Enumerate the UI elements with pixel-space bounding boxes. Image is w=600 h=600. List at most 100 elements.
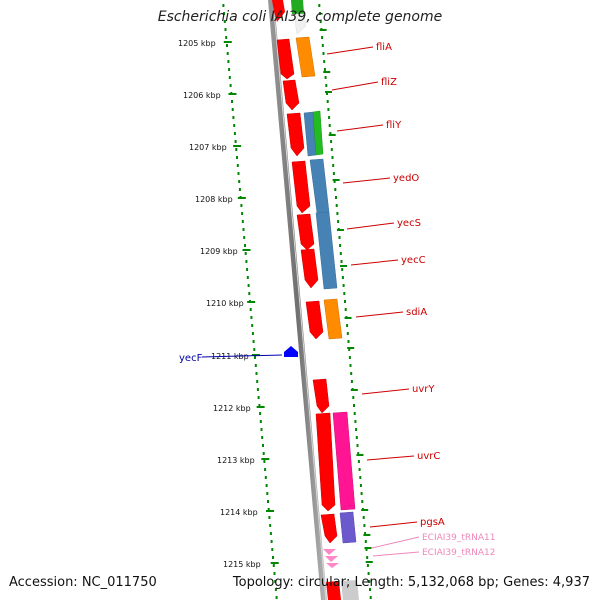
cog-block-sdiA bbox=[323, 298, 343, 340]
track-dot bbox=[336, 212, 339, 215]
track-dot bbox=[262, 444, 264, 447]
gene-callout-line bbox=[346, 222, 395, 230]
track-dot bbox=[335, 204, 338, 207]
trna-feature-12 bbox=[325, 556, 338, 562]
track-dot bbox=[232, 116, 235, 119]
track-dot bbox=[346, 324, 349, 327]
gene-callout-line bbox=[366, 455, 415, 461]
gene-callout-line bbox=[331, 81, 379, 91]
track-dot bbox=[353, 412, 356, 415]
gene-label-ECIAI39_tRNA11: ECIAI39_tRNA11 bbox=[422, 533, 496, 543]
track-dot bbox=[356, 444, 359, 447]
track-dot bbox=[267, 508, 270, 511]
track-dot bbox=[262, 452, 265, 455]
track-dot bbox=[271, 548, 274, 551]
track-dot bbox=[245, 260, 248, 263]
gene-callout-line bbox=[369, 521, 418, 528]
track-dot bbox=[344, 300, 346, 303]
gene-feature-fliA bbox=[276, 38, 295, 80]
gene-feature-top-green bbox=[291, 0, 304, 14]
gene-label-ECIAI39_tRNA12: ECIAI39_tRNA12 bbox=[422, 548, 496, 558]
gene-feature-top-white bbox=[293, 13, 307, 35]
track-dot bbox=[337, 220, 340, 223]
track-dot bbox=[343, 292, 346, 295]
track-dot bbox=[244, 244, 246, 247]
track-dot bbox=[369, 588, 371, 591]
track-dot bbox=[223, 20, 226, 23]
track-dot bbox=[324, 76, 327, 79]
track-dot bbox=[251, 332, 254, 335]
track-dot bbox=[247, 284, 250, 287]
gene-label-sdiA: sdiA bbox=[406, 307, 427, 318]
track-dot bbox=[261, 436, 264, 439]
track-dot bbox=[360, 492, 363, 495]
track-dot bbox=[334, 188, 337, 191]
track-dot bbox=[257, 396, 260, 399]
track-dot bbox=[264, 476, 267, 479]
track-dot bbox=[355, 428, 358, 431]
track-dot bbox=[269, 524, 272, 527]
gene-feature-uvrC bbox=[315, 412, 336, 512]
kbp-label: 1207 kbp bbox=[189, 143, 227, 152]
track-dot bbox=[330, 148, 333, 151]
track-dot bbox=[325, 84, 328, 87]
track-dot bbox=[328, 116, 331, 119]
track-dot bbox=[366, 564, 369, 567]
track-dot bbox=[338, 236, 341, 239]
gene-feature-yecF bbox=[284, 346, 298, 357]
track-dot bbox=[344, 308, 347, 311]
track-dot bbox=[269, 532, 272, 535]
track-dot bbox=[326, 100, 329, 103]
track-dot bbox=[270, 540, 273, 543]
track-dot bbox=[250, 316, 253, 319]
gene-label-fliY: fliY bbox=[386, 120, 402, 131]
track-dot bbox=[260, 428, 263, 431]
track-dot bbox=[252, 340, 255, 343]
track-dot bbox=[319, 12, 321, 15]
track-dot bbox=[263, 460, 266, 463]
track-dot bbox=[238, 180, 241, 183]
track-dot bbox=[256, 380, 259, 383]
track-dot bbox=[240, 204, 243, 207]
gene-feature-yecS bbox=[296, 213, 315, 251]
track-dot bbox=[226, 44, 228, 47]
track-dot bbox=[363, 524, 366, 527]
cog-block-bottom-grey bbox=[341, 580, 359, 600]
track-dot bbox=[249, 308, 252, 311]
track-dot bbox=[367, 572, 370, 575]
gene-feature-bottom-red bbox=[326, 581, 341, 600]
gene-callout-line bbox=[355, 311, 404, 318]
track-dot bbox=[339, 244, 342, 247]
track-dot bbox=[362, 516, 365, 519]
gene-label-yecS: yecS bbox=[397, 218, 421, 229]
track-dot bbox=[340, 260, 343, 263]
track-dot bbox=[364, 532, 367, 535]
kbp-label: 1206 kbp bbox=[183, 91, 221, 100]
track-dot bbox=[275, 596, 278, 599]
track-dot bbox=[246, 268, 249, 271]
kbp-label: 1210 kbp bbox=[206, 299, 244, 308]
track-dot bbox=[259, 420, 262, 423]
right-dot-track bbox=[318, 4, 373, 599]
track-dot bbox=[223, 12, 226, 15]
track-dot bbox=[238, 188, 241, 191]
track-dot bbox=[251, 324, 254, 327]
gene-label-pgsA: pgsA bbox=[420, 517, 445, 528]
trna-feature-11 bbox=[323, 549, 336, 555]
track-dot bbox=[339, 252, 342, 255]
gene-label-uvrC: uvrC bbox=[417, 451, 440, 462]
gene-label-fliZ: fliZ bbox=[381, 77, 397, 88]
track-dot bbox=[350, 372, 353, 375]
track-dot bbox=[259, 412, 262, 415]
track-dot bbox=[359, 484, 362, 487]
track-dot bbox=[350, 380, 353, 383]
track-dot bbox=[321, 44, 324, 47]
accession-text: Accession: NC_011750 bbox=[9, 575, 157, 590]
track-dot bbox=[368, 580, 371, 583]
track-dot bbox=[236, 164, 239, 167]
track-dot bbox=[254, 356, 256, 359]
gene-label-yedO: yedO bbox=[393, 173, 419, 184]
kbp-label: 1205 kbp bbox=[178, 39, 216, 48]
track-dot bbox=[234, 140, 237, 143]
